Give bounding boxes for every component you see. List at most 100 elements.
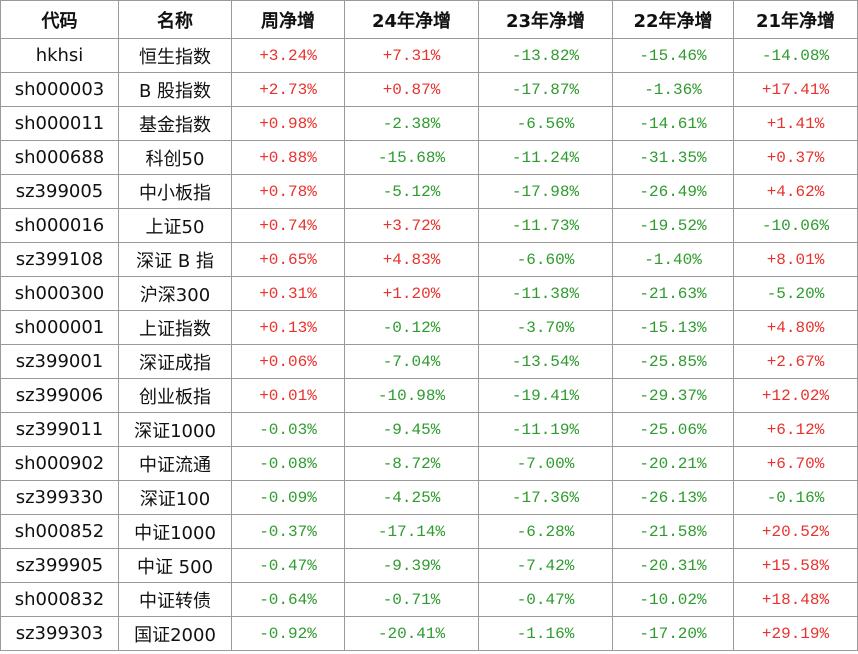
change-cell: +0.06% [231, 344, 345, 379]
change-cell: +17.41% [733, 72, 858, 107]
change-cell: +0.88% [231, 140, 345, 175]
change-cell: +6.70% [733, 446, 858, 481]
change-cell: -0.64% [231, 582, 345, 617]
change-cell: -17.14% [344, 514, 479, 549]
change-cell: -1.40% [612, 242, 734, 277]
name-cell: 恒生指数 [118, 38, 232, 73]
name-cell: 科创50 [118, 140, 232, 175]
change-cell: -0.92% [231, 616, 345, 651]
name-cell: B 股指数 [118, 72, 232, 107]
table-row: sh000003 B 股指数 +2.73% +0.87% -17.87% -1.36% +1… [0, 72, 858, 107]
change-cell: -0.71% [344, 582, 479, 617]
code-cell: sh000688 [0, 140, 119, 175]
change-cell: +8.01% [733, 242, 858, 277]
change-cell: -26.49% [612, 174, 734, 209]
code-cell: sh000902 [0, 446, 119, 481]
change-cell: -0.47% [231, 548, 345, 583]
change-cell: -14.08% [733, 38, 858, 73]
code-cell: sh000011 [0, 106, 119, 141]
name-cell: 中证1000 [118, 514, 232, 549]
change-cell: -19.52% [612, 208, 734, 243]
change-cell: -19.41% [478, 378, 613, 413]
header-cell: 24年净增 [344, 0, 479, 39]
change-cell: -14.61% [612, 106, 734, 141]
change-cell: +4.62% [733, 174, 858, 209]
table-body: hkhsi 恒生指数 +3.24% +7.31% -13.82% -15.46% -14.0… [0, 38, 858, 651]
change-cell: -9.45% [344, 412, 479, 447]
change-cell: +7.31% [344, 38, 479, 73]
header-row: 代码 名称 周净增 24年净增 23年净增 22年净增 21年净增 [0, 0, 858, 39]
table-row: sz399001 深证成指 +0.06% -7.04% -13.54% -25.85% +2… [0, 344, 858, 379]
name-cell: 基金指数 [118, 106, 232, 141]
change-cell: -17.87% [478, 72, 613, 107]
change-cell: -25.06% [612, 412, 734, 447]
table-row: sh000001 上证指数 +0.13% -0.12% -3.70% -15.13% +4.… [0, 310, 858, 345]
header-cell: 名称 [118, 0, 232, 39]
change-cell: -17.20% [612, 616, 734, 651]
change-cell: -6.60% [478, 242, 613, 277]
change-cell: +0.13% [231, 310, 345, 345]
change-cell: +0.31% [231, 276, 345, 311]
change-cell: +2.73% [231, 72, 345, 107]
change-cell: -10.98% [344, 378, 479, 413]
change-cell: +12.02% [733, 378, 858, 413]
change-cell: -21.63% [612, 276, 734, 311]
change-cell: -3.70% [478, 310, 613, 345]
table-row: sh000902 中证流通 -0.08% -8.72% -7.00% -20.21% +6.… [0, 446, 858, 481]
change-cell: +20.52% [733, 514, 858, 549]
name-cell: 深证 B 指 [118, 242, 232, 277]
change-cell: -15.68% [344, 140, 479, 175]
table-row: sh000016 上证50 +0.74% +3.72% -11.73% -19.52% -1… [0, 208, 858, 243]
change-cell: -10.06% [733, 208, 858, 243]
table-row: sz399905 中证 500 -0.47% -9.39% -7.42% -20.31% +… [0, 548, 858, 583]
code-cell: sz399011 [0, 412, 119, 447]
change-cell: -8.72% [344, 446, 479, 481]
change-cell: +4.83% [344, 242, 479, 277]
change-cell: -11.73% [478, 208, 613, 243]
change-cell: -7.42% [478, 548, 613, 583]
change-cell: -13.82% [478, 38, 613, 73]
name-cell: 沪深300 [118, 276, 232, 311]
code-cell: sz399303 [0, 616, 119, 651]
code-cell: sz399006 [0, 378, 119, 413]
change-cell: -0.12% [344, 310, 479, 345]
code-cell: sz399001 [0, 344, 119, 379]
change-cell: -0.16% [733, 480, 858, 515]
change-cell: -10.02% [612, 582, 734, 617]
change-cell: +2.67% [733, 344, 858, 379]
change-cell: -0.08% [231, 446, 345, 481]
header-cell: 22年净增 [612, 0, 734, 39]
change-cell: +0.78% [231, 174, 345, 209]
change-cell: -15.46% [612, 38, 734, 73]
table-row: sz399005 中小板指 +0.78% -5.12% -17.98% -26.49% +4… [0, 174, 858, 209]
code-cell: sz399108 [0, 242, 119, 277]
code-cell: sh000300 [0, 276, 119, 311]
change-cell: -25.85% [612, 344, 734, 379]
table-row: sh000852 中证1000 -0.37% -17.14% -6.28% -21.58%… [0, 514, 858, 549]
change-cell: -20.41% [344, 616, 479, 651]
change-cell: -20.21% [612, 446, 734, 481]
change-cell: +29.19% [733, 616, 858, 651]
change-cell: +4.80% [733, 310, 858, 345]
table-row: sz399006 创业板指 +0.01% -10.98% -19.41% -29.37% +… [0, 378, 858, 413]
change-cell: -29.37% [612, 378, 734, 413]
change-cell: +0.98% [231, 106, 345, 141]
change-cell: -5.20% [733, 276, 858, 311]
table-row: sh000688 科创50 +0.88% -15.68% -11.24% -31.35% +… [0, 140, 858, 175]
change-cell: +1.20% [344, 276, 479, 311]
change-cell: -4.25% [344, 480, 479, 515]
change-cell: -7.00% [478, 446, 613, 481]
code-cell: hkhsi [0, 38, 119, 73]
change-cell: -15.13% [612, 310, 734, 345]
name-cell: 深证1000 [118, 412, 232, 447]
change-cell: -5.12% [344, 174, 479, 209]
change-cell: +15.58% [733, 548, 858, 583]
header-cell: 代码 [0, 0, 119, 39]
change-cell: +6.12% [733, 412, 858, 447]
change-cell: +0.37% [733, 140, 858, 175]
change-cell: -26.13% [612, 480, 734, 515]
code-cell: sh000016 [0, 208, 119, 243]
change-cell: -0.47% [478, 582, 613, 617]
